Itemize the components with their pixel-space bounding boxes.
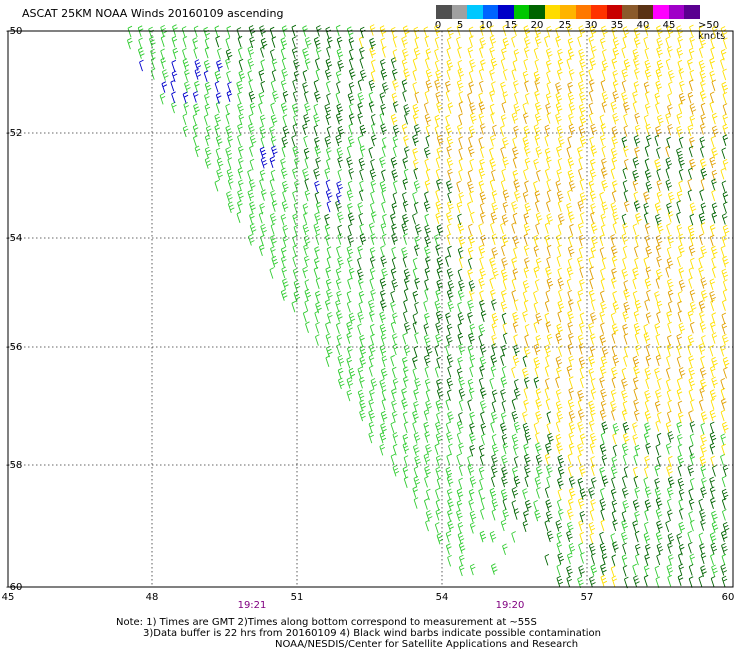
blue-wind-barbs (139, 59, 343, 213)
colorbar-label: 30 (584, 20, 598, 31)
lon-label-45: 45 (1, 592, 15, 603)
colorbar-swatch (637, 5, 654, 19)
colorbar-swatch (544, 5, 561, 19)
colorbar-label: 20 (530, 20, 544, 31)
note-line-2: 3)Data buffer is 22 hrs from 20160109 4)… (143, 628, 601, 639)
lat-label-50: -50 (6, 26, 23, 37)
colorbar-swatch (498, 5, 514, 19)
lon-label-60: 60 (721, 592, 735, 603)
colorbar-label: 15 (504, 20, 518, 31)
colorbar-swatch (436, 5, 452, 19)
note-line-1: Note: 1) Times are GMT 2)Times along bot… (116, 617, 537, 628)
lon-label-48: 48 (145, 592, 159, 603)
colorbar-label: 10 (479, 20, 493, 31)
colorbar-swatch (591, 5, 607, 19)
pass-time-1: 19:21 (237, 600, 267, 611)
lat-label-56: -56 (6, 342, 23, 353)
colorbar-swatch (560, 5, 576, 19)
colorbar-swatch (684, 5, 700, 19)
dark-green-wind-barbs (215, 24, 730, 589)
colorbar-swatch (467, 5, 483, 19)
lat-label-60: -60 (6, 582, 23, 593)
lon-label-54: 54 (435, 592, 449, 603)
colorbar-swatch (482, 5, 499, 19)
orange-wind-barbs (414, 79, 728, 423)
lon-label-57: 57 (580, 592, 594, 603)
colorbar-swatch (622, 5, 638, 19)
map-frame (7, 30, 734, 588)
colorbar-swatch (668, 5, 685, 19)
colorbar-swatch (606, 5, 623, 19)
wind-barbs-layer (126, 24, 730, 589)
colorbar-label: 25 (558, 20, 572, 31)
lat-label-54: -54 (6, 233, 23, 244)
colorbar-swatch (529, 5, 545, 19)
lon-label-51: 51 (290, 592, 304, 603)
map-title: ASCAT 25KM NOAA Winds 20160109 ascending (22, 7, 284, 20)
lat-label-52: -52 (6, 128, 23, 139)
colorbar-label: 40 (636, 20, 650, 31)
colorbar-label: 35 (610, 20, 624, 31)
colorbar-label: 45 (662, 20, 676, 31)
colorbar-swatch (513, 5, 530, 19)
colorbar-label: >50 knots (698, 20, 726, 42)
colorbar-swatch (575, 5, 592, 19)
lat-label-58: -58 (6, 460, 23, 471)
pass-time-2: 19:20 (495, 600, 525, 611)
note-line-3: NOAA/NESDIS/Center for Satellite Applica… (275, 639, 579, 650)
colorbar-swatch (451, 5, 468, 19)
light-green-wind-barbs (126, 24, 727, 589)
colorbar-swatch (653, 5, 669, 19)
